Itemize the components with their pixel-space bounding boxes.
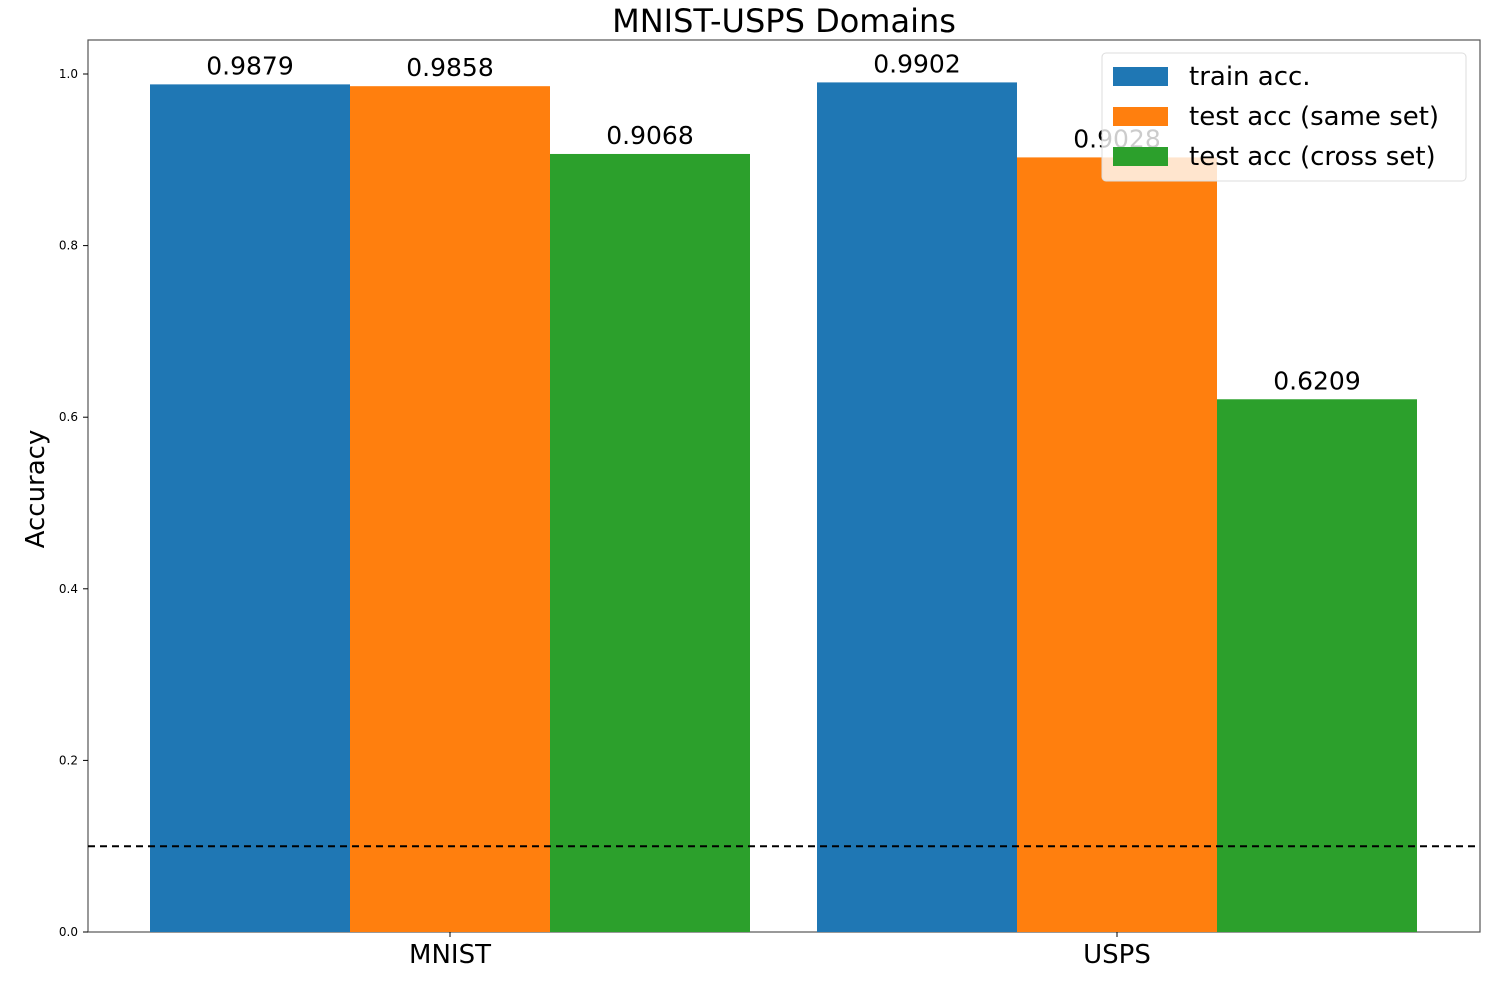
bar-mnist-series-2: [550, 153, 750, 933]
bar-mnist-series-1: [350, 86, 550, 933]
legend-swatch: [1113, 67, 1168, 86]
bar-usps-series-1: [1017, 157, 1217, 933]
chart-title: MNIST-USPS Domains: [612, 2, 956, 40]
bar-usps-series-0: [817, 82, 1017, 933]
legend: train acc. test acc (same set) test acc (c…: [1101, 52, 1467, 182]
plot-area: 0.0 0.2 0.4 0.6 0.8 1.0 0.9879 0.9858 0.9068 MNIS…: [59, 39, 1481, 970]
y-tick-label: 0.6: [59, 410, 78, 424]
legend-entry-label: test acc (cross set): [1189, 142, 1436, 172]
legend-box: [1101, 52, 1467, 182]
legend-swatch: [1113, 147, 1168, 166]
y-tick-label: 0.0: [59, 925, 78, 939]
y-tick-label: 0.2: [59, 753, 78, 767]
axes-frame: [87, 39, 1481, 933]
y-axis-label: Accuracy: [21, 430, 51, 549]
bar-value-label: 0.6209: [1273, 366, 1360, 395]
bar-value-label: 0.9068: [606, 121, 693, 150]
x-tick-label: MNIST: [409, 940, 491, 970]
x-tick-label: USPS: [1083, 940, 1151, 970]
legend-entry-label: train acc.: [1189, 62, 1311, 92]
y-tick-label: 1.0: [59, 67, 78, 81]
bar-mnist-series-0: [150, 84, 350, 933]
y-tick-label: 0.4: [59, 582, 78, 596]
bar-usps-series-2: [1217, 399, 1417, 932]
bar-value-label: 0.9902: [873, 49, 960, 78]
legend-swatch: [1113, 107, 1168, 126]
y-tick-label: 0.8: [59, 239, 78, 253]
legend-entry-label: test acc (same set): [1189, 102, 1439, 132]
bar-value-label: 0.9879: [206, 51, 293, 80]
bar-value-label: 0.9858: [406, 53, 493, 82]
